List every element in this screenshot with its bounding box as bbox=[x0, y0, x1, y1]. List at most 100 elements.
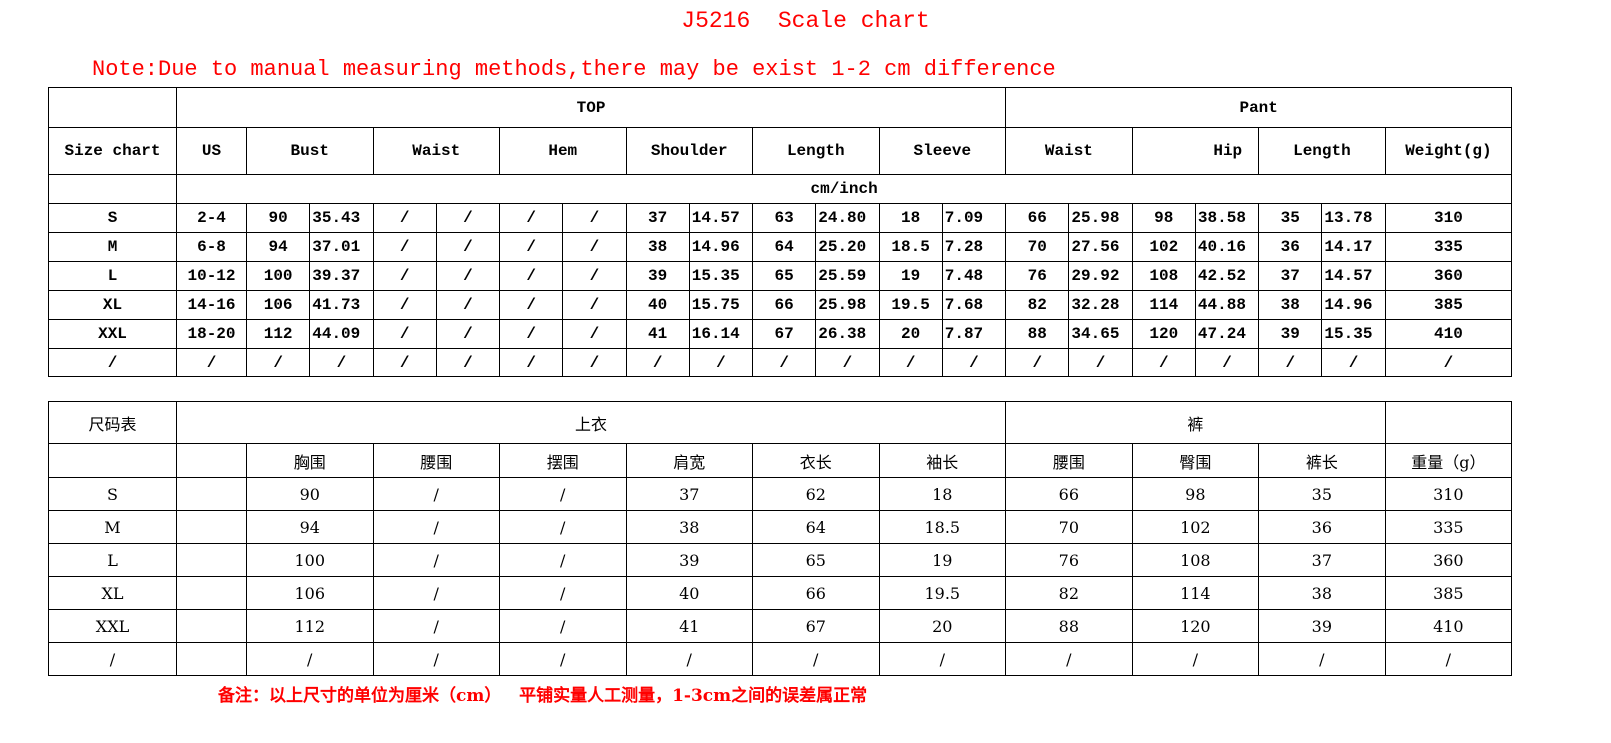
table-cell: 20 bbox=[878, 319, 943, 349]
table-cell: 66 bbox=[1005, 477, 1133, 511]
table-cell: / bbox=[309, 348, 374, 377]
table-cell: 66 bbox=[752, 576, 880, 610]
column-header: Waist bbox=[1005, 127, 1133, 175]
table-cell: / bbox=[498, 319, 564, 349]
table-cell: / bbox=[498, 261, 564, 291]
table-cell: / bbox=[625, 642, 753, 676]
footnote: 备注：以上尺寸的单位为厘米（cm） 平铺实量人工测量，1-3cm之间的误差属正常 bbox=[218, 686, 868, 706]
table-cell: 64 bbox=[751, 232, 817, 262]
table-cell: 20 bbox=[878, 609, 1007, 643]
table-cell: / bbox=[1321, 348, 1386, 377]
column-header: Length bbox=[752, 127, 880, 175]
table-cell: 38 bbox=[1258, 576, 1386, 610]
chinese-size-table: 尺码表 上衣裤胸围 腰围 摆围 肩宽 衣长 袖长 腰围 臀围 裤长 重量（g） S 90//37 62 18… bbox=[48, 401, 1513, 676]
table-cell: 35 bbox=[1258, 203, 1323, 233]
table-cell: 114 bbox=[1131, 290, 1196, 320]
table-cell: 15.35 bbox=[688, 261, 754, 291]
table-cell: 14.96 bbox=[1321, 290, 1386, 320]
table-cell: 102 bbox=[1131, 510, 1260, 544]
table-cell: / bbox=[372, 319, 437, 349]
size-label: XL bbox=[48, 576, 177, 610]
table-cell: 25.59 bbox=[815, 261, 880, 291]
table-cell: 39.37 bbox=[309, 261, 374, 291]
table-cell: 62 bbox=[752, 477, 880, 511]
table-cell: / bbox=[372, 261, 437, 291]
table-cell: / bbox=[372, 576, 500, 610]
table-cell: 42.52 bbox=[1194, 261, 1260, 291]
column-header-row: Size chart US Bust Waist Hem Shoulder Length Sl… bbox=[48, 127, 1513, 175]
size-row: L 10-12 100 39.37// //39 15.35 65 25.59 19 7.48 76… bbox=[48, 261, 1513, 291]
size-row: XXL 112//41 67 20 88 120 39 410 bbox=[48, 609, 1513, 643]
table-cell: 15.75 bbox=[688, 290, 754, 320]
table-cell: / bbox=[751, 348, 817, 377]
unit-label: cm/inch bbox=[175, 174, 1513, 204]
size-chart-header: 尺码表 bbox=[48, 401, 177, 444]
table-cell: 38.58 bbox=[1194, 203, 1260, 233]
table-cell: 112 bbox=[246, 609, 374, 643]
column-header: 袖长 bbox=[878, 443, 1007, 478]
table-cell: 88 bbox=[1005, 319, 1070, 349]
empty-corner-cell bbox=[48, 87, 177, 128]
size-row: S 90//37 62 18 66 98 35 310 bbox=[48, 477, 1513, 511]
size-row: XL 14-16 106 41.73// //40 15.75 66 25.98 19.5 7.6… bbox=[48, 290, 1513, 320]
table-cell: 98 bbox=[1131, 203, 1196, 233]
size-chart-header: Size chart bbox=[48, 127, 177, 175]
table-cell: 39 bbox=[625, 543, 753, 577]
table-cell: 41 bbox=[625, 609, 753, 643]
size-row: M 6-8 94 37.01// //38 14.96 64 25.20 18.5 7.28 70 2… bbox=[48, 232, 1513, 262]
table-cell: / bbox=[941, 348, 1007, 377]
table-cell: 18-20 bbox=[176, 319, 247, 349]
table-cell: 37 bbox=[1258, 261, 1323, 291]
table-cell: / bbox=[176, 348, 247, 377]
table-cell: / bbox=[372, 203, 437, 233]
size-row: XL 106//40 66 19.5 82 114 38 385 bbox=[48, 576, 1513, 610]
table-cell: 14-16 bbox=[176, 290, 247, 320]
table-cell: 19.5 bbox=[878, 576, 1007, 610]
table-cell: 70 bbox=[1005, 232, 1070, 262]
table-cell: 37 bbox=[625, 477, 753, 511]
table-cell: / bbox=[562, 348, 627, 377]
group-pant-header: Pant bbox=[1005, 87, 1513, 128]
table-cell: 360 bbox=[1384, 543, 1513, 577]
size-row: / / / / / / / / / / / bbox=[48, 642, 1513, 676]
table-cell: 14.96 bbox=[688, 232, 754, 262]
table-cell: 38 bbox=[625, 510, 753, 544]
table-cell: 82 bbox=[1005, 290, 1070, 320]
size-row: XXL 18-20 112 44.09// //41 16.14 67 26.38 20 7.87… bbox=[48, 319, 1513, 349]
table-cell: 36 bbox=[1258, 510, 1386, 544]
table-cell: 44.88 bbox=[1194, 290, 1260, 320]
size-label: / bbox=[48, 642, 177, 676]
table-cell: / bbox=[1258, 642, 1386, 676]
table-cell: / bbox=[372, 232, 437, 262]
table-cell: 90 bbox=[246, 477, 374, 511]
table-cell: / bbox=[498, 232, 564, 262]
table-cell: 120 bbox=[1131, 609, 1260, 643]
table-cell: 7.48 bbox=[941, 261, 1007, 291]
table-cell: / bbox=[499, 477, 627, 511]
table-cell: 19 bbox=[878, 261, 943, 291]
table-cell: / bbox=[815, 348, 880, 377]
column-header: 胸围 bbox=[246, 443, 374, 478]
table-cell: / bbox=[498, 290, 564, 320]
table-cell: 35.43 bbox=[309, 203, 374, 233]
size-label: XXL bbox=[48, 319, 177, 349]
table-cell: 10-12 bbox=[176, 261, 247, 291]
table-cell: 38 bbox=[625, 232, 690, 262]
table-cell: 100 bbox=[245, 261, 311, 291]
table-cell: / bbox=[1194, 348, 1260, 377]
table-cell bbox=[176, 576, 247, 610]
table-cell: / bbox=[1258, 348, 1323, 377]
column-header: 摆围 bbox=[499, 443, 627, 478]
table-cell: 90 bbox=[245, 203, 311, 233]
size-label: S bbox=[48, 477, 177, 511]
table-cell: 41.73 bbox=[309, 290, 374, 320]
column-header: 衣长 bbox=[752, 443, 880, 478]
table-cell: 7.09 bbox=[941, 203, 1007, 233]
table-cell: 76 bbox=[1005, 543, 1133, 577]
table-cell: 94 bbox=[246, 510, 374, 544]
table-cell: 14.57 bbox=[1321, 261, 1386, 291]
table-cell: 114 bbox=[1131, 576, 1260, 610]
table-cell: 25.98 bbox=[815, 290, 880, 320]
table-cell: / bbox=[1131, 348, 1196, 377]
table-cell: 15.35 bbox=[1321, 319, 1386, 349]
